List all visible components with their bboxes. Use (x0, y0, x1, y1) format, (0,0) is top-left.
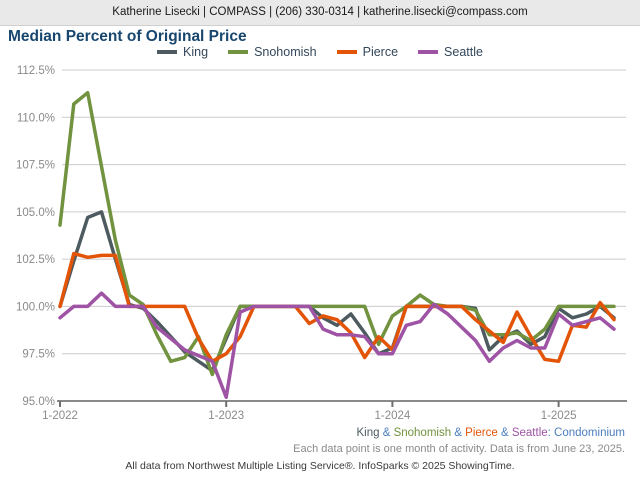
series-caption: King & Snohomish & Pierce & Seattle: Con… (356, 427, 625, 439)
series-line-seattle (58, 291, 616, 399)
y-axis-label-110.0%: 110.0% (17, 112, 55, 124)
x-axis-label-1-2023: 1-2023 (208, 410, 244, 422)
legend-swatch-snohomish (228, 50, 249, 54)
agent-contact-text: Katherine Lisecki | COMPASS | (206) 330-… (112, 6, 528, 18)
data-note: Each data point is one month of activity… (293, 443, 625, 455)
caption-sep1: & (379, 427, 394, 439)
attribution-text: All data from Northwest Multiple Listing… (125, 460, 515, 472)
caption-sep3: & (497, 427, 512, 439)
legend-label-pierce: Pierce (362, 45, 399, 59)
legend-swatch-king (157, 50, 178, 54)
legend-label-snohomish: Snohomish (254, 45, 317, 59)
y-axis-label-102.5%: 102.5% (16, 254, 55, 266)
caption-sep2: & (451, 427, 466, 439)
y-axis-label-97.5%: 97.5% (22, 349, 55, 361)
caption-property-type: : Condominium (547, 427, 625, 439)
legend-label-seattle: Seattle (444, 45, 483, 59)
series-line-pierce (58, 251, 616, 364)
legend-item-king[interactable]: King (157, 45, 208, 59)
y-axis-label-100.0%: 100.0% (16, 301, 55, 313)
legend-item-snohomish[interactable]: Snohomish (228, 45, 317, 59)
caption-pierce: Pierce (465, 427, 498, 439)
chart-legend: King Snohomish Pierce Seattle (0, 45, 640, 59)
x-axis-label-1-2025: 1-2025 (541, 410, 577, 422)
legend-swatch-pierce (336, 50, 357, 54)
caption-snohomish: Snohomish (393, 427, 452, 439)
series-line-snohomish (58, 90, 616, 377)
legend-swatch-seattle (418, 50, 439, 54)
legend-label-king: King (183, 45, 209, 59)
header-bar: Katherine Lisecki | COMPASS | (206) 330-… (0, 0, 640, 26)
x-axis-label-1-2022: 1-2022 (42, 410, 78, 422)
legend-item-pierce[interactable]: Pierce (336, 45, 399, 59)
y-axis-label-95.0%: 95.0% (22, 396, 55, 408)
y-axis-label-107.5%: 107.5% (16, 160, 55, 172)
legend-item-seattle[interactable]: Seattle (418, 45, 483, 59)
page-title: Median Percent of Original Price (8, 28, 247, 45)
x-axis-label-1-2024: 1-2024 (374, 410, 410, 422)
y-axis-label-105.0%: 105.0% (16, 207, 55, 219)
y-axis-label-112.5%: 112.5% (17, 65, 55, 77)
caption-seattle: Seattle (511, 427, 548, 439)
caption-king: King (356, 427, 380, 439)
